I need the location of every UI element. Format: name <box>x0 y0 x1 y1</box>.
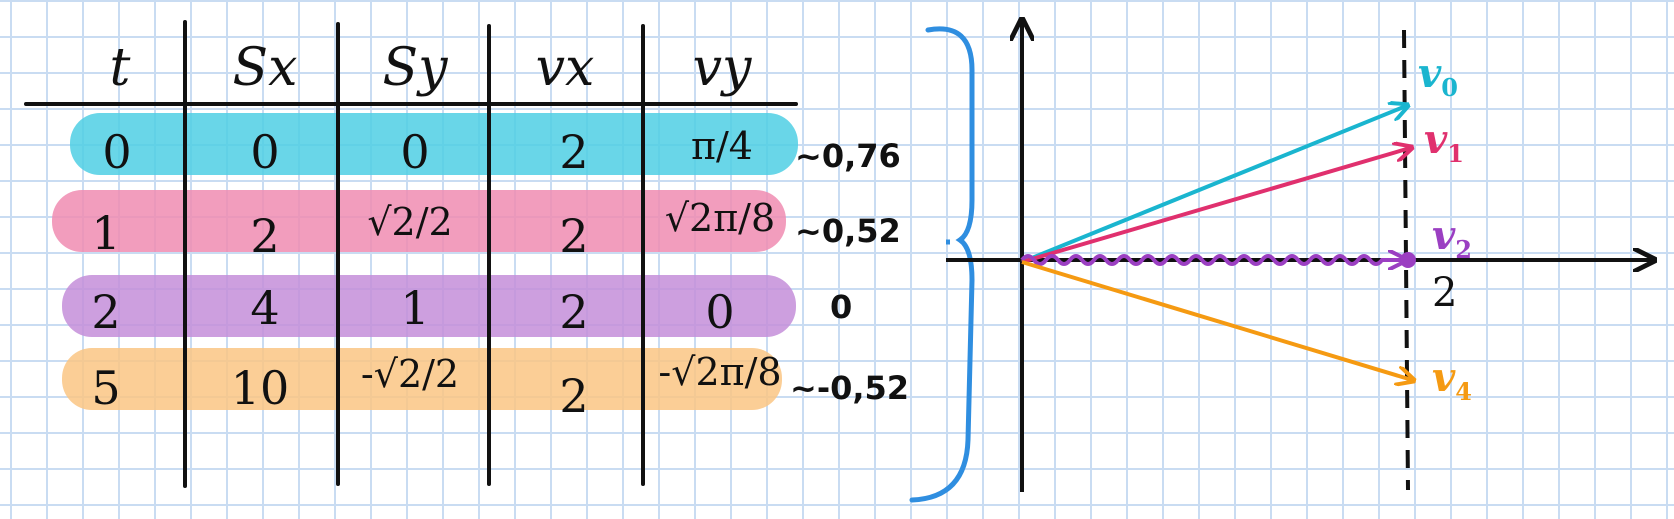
cell-vx: 2 <box>559 369 589 423</box>
header-sy: Sy <box>382 38 448 98</box>
label-v2: v2 <box>1432 214 1472 272</box>
cell-sy: √2/2 <box>367 200 453 244</box>
cell-sx: 0 <box>250 125 280 179</box>
header-vx: vx <box>535 38 595 98</box>
approx-value: ~0,76 <box>795 137 901 175</box>
cell-sy: 0 <box>400 125 430 179</box>
cell-sx: 2 <box>250 209 280 263</box>
vector-v2 <box>1020 256 1404 264</box>
header-t: t <box>109 38 131 98</box>
row-band-1 <box>52 190 786 252</box>
cell-sy: -√2/2 <box>360 352 460 396</box>
header-divider <box>24 102 798 106</box>
label-v1-sub: 1 <box>1447 139 1464 168</box>
cell-sx: 4 <box>250 281 280 335</box>
approx-value: ~-0,52 <box>790 369 910 407</box>
cell-vx: 2 <box>559 285 589 339</box>
column-divider <box>487 24 491 486</box>
curly-brace <box>909 26 975 503</box>
header-sx: Sx <box>232 38 298 98</box>
cell-vx: 2 <box>559 125 589 179</box>
label-v4: v4 <box>1432 356 1472 414</box>
label-v1-text: v <box>1424 116 1448 163</box>
label-v1: v1 <box>1424 118 1464 176</box>
cell-vx: 2 <box>559 209 589 263</box>
label-v4-text: v <box>1432 354 1456 401</box>
row-band-3 <box>62 348 782 410</box>
cell-vy: 0 <box>705 285 735 339</box>
values-table: t Sx Sy vx vy 0 0 0 2 π/4 ~0,76 1 2 √2/2… <box>24 20 910 488</box>
label-v0-text: v <box>1418 50 1442 97</box>
cell-vy: -√2π/8 <box>658 350 782 394</box>
label-v2-text: v <box>1432 212 1456 259</box>
column-divider <box>641 24 645 486</box>
label-v2-sub: 2 <box>1455 235 1472 264</box>
label-v4-sub: 4 <box>1455 377 1472 406</box>
cell-vy: √2π/8 <box>664 196 776 240</box>
row-band-0 <box>70 113 798 175</box>
vector-v1 <box>1021 148 1410 264</box>
approx-value: ~0,52 <box>795 212 901 250</box>
vector-v2-dot <box>1400 252 1416 268</box>
label-v0: v0 <box>1418 52 1458 110</box>
label-v0-sub: 0 <box>1441 73 1458 102</box>
cell-t: 2 <box>91 285 121 339</box>
cell-t: 0 <box>102 125 132 179</box>
cell-t: 1 <box>91 206 121 260</box>
approx-value: 0 <box>830 288 853 326</box>
vector-v4 <box>1021 260 1412 380</box>
column-divider <box>183 20 187 488</box>
column-divider <box>336 22 340 486</box>
cell-vy: π/4 <box>691 124 753 168</box>
header-vy: vy <box>692 38 752 98</box>
cell-sy: 1 <box>400 281 430 335</box>
x-tick-label: 2 <box>1432 270 1458 316</box>
vector-v0 <box>1021 106 1406 264</box>
cell-sx: 10 <box>230 361 290 415</box>
cell-t: 5 <box>91 361 121 415</box>
